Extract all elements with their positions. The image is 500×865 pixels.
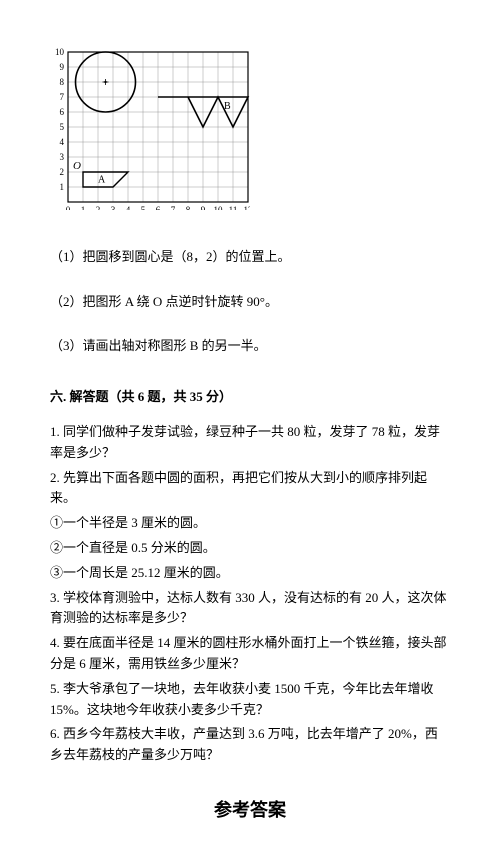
svg-text:1: 1 <box>81 205 86 210</box>
problem-2-sub2: ②一个直径是 0.5 分米的圆。 <box>50 538 450 559</box>
svg-text:5: 5 <box>60 122 65 132</box>
svg-text:4: 4 <box>60 137 65 147</box>
section-6-header: 六. 解答题（共 6 题，共 35 分） <box>50 387 450 408</box>
svg-text:3: 3 <box>111 205 116 210</box>
svg-text:8: 8 <box>186 205 191 210</box>
svg-text:O: O <box>73 160 81 172</box>
svg-text:8: 8 <box>60 77 65 87</box>
problem-2: 2. 先算出下面各题中圆的面积，再把它们按从大到小的顺序排列起来。 <box>50 468 450 510</box>
svg-text:9: 9 <box>201 205 206 210</box>
svg-text:7: 7 <box>60 92 65 102</box>
svg-text:2: 2 <box>60 167 65 177</box>
svg-text:5: 5 <box>141 205 146 210</box>
problem-2-sub3: ③一个周长是 25.12 厘米的圆。 <box>50 563 450 584</box>
svg-text:12: 12 <box>244 205 251 210</box>
svg-text:11: 11 <box>229 205 238 210</box>
problem-3: 3. 学校体育测验中，达标人数有 330 人，没有达标的有 20 人，这次体育测… <box>50 588 450 630</box>
svg-text:4: 4 <box>126 205 131 210</box>
svg-text:10: 10 <box>55 47 65 57</box>
svg-text:0: 0 <box>66 205 71 210</box>
answer-key-title: 参考答案 <box>50 796 450 825</box>
svg-text:3: 3 <box>60 152 65 162</box>
svg-text:B: B <box>224 101 231 112</box>
svg-text:2: 2 <box>96 205 101 210</box>
problem-5: 5. 李大爷承包了一块地，去年收获小麦 1500 千克，今年比去年增收 15%。… <box>50 679 450 721</box>
grid-figure: 012345678910111212345678910OAB <box>50 40 450 217</box>
coordinate-grid-svg: 012345678910111212345678910OAB <box>50 40 250 210</box>
svg-text:9: 9 <box>60 62 65 72</box>
question-1: （1）把圆移到圆心是（8，2）的位置上。 <box>50 247 450 268</box>
svg-text:1: 1 <box>60 182 65 192</box>
svg-text:7: 7 <box>171 205 176 210</box>
question-3: （3）请画出轴对称图形 B 的另一半。 <box>50 336 450 357</box>
problem-4: 4. 要在底面半径是 14 厘米的圆柱形水桶外面打上一个铁丝箍，接头部分是 6 … <box>50 633 450 675</box>
svg-text:6: 6 <box>156 205 161 210</box>
problem-1: 1. 同学们做种子发芽试验，绿豆种子一共 80 粒，发芽了 78 粒，发芽率是多… <box>50 422 450 464</box>
svg-text:A: A <box>98 175 106 186</box>
problem-2-sub1: ①一个半径是 3 厘米的圆。 <box>50 513 450 534</box>
question-2: （2）把图形 A 绕 O 点逆时针旋转 90°。 <box>50 292 450 313</box>
svg-text:6: 6 <box>60 107 65 117</box>
svg-text:10: 10 <box>214 205 224 210</box>
problem-6: 6. 西乡今年荔枝大丰收，产量达到 3.6 万吨，比去年增产了 20%，西乡去年… <box>50 724 450 766</box>
